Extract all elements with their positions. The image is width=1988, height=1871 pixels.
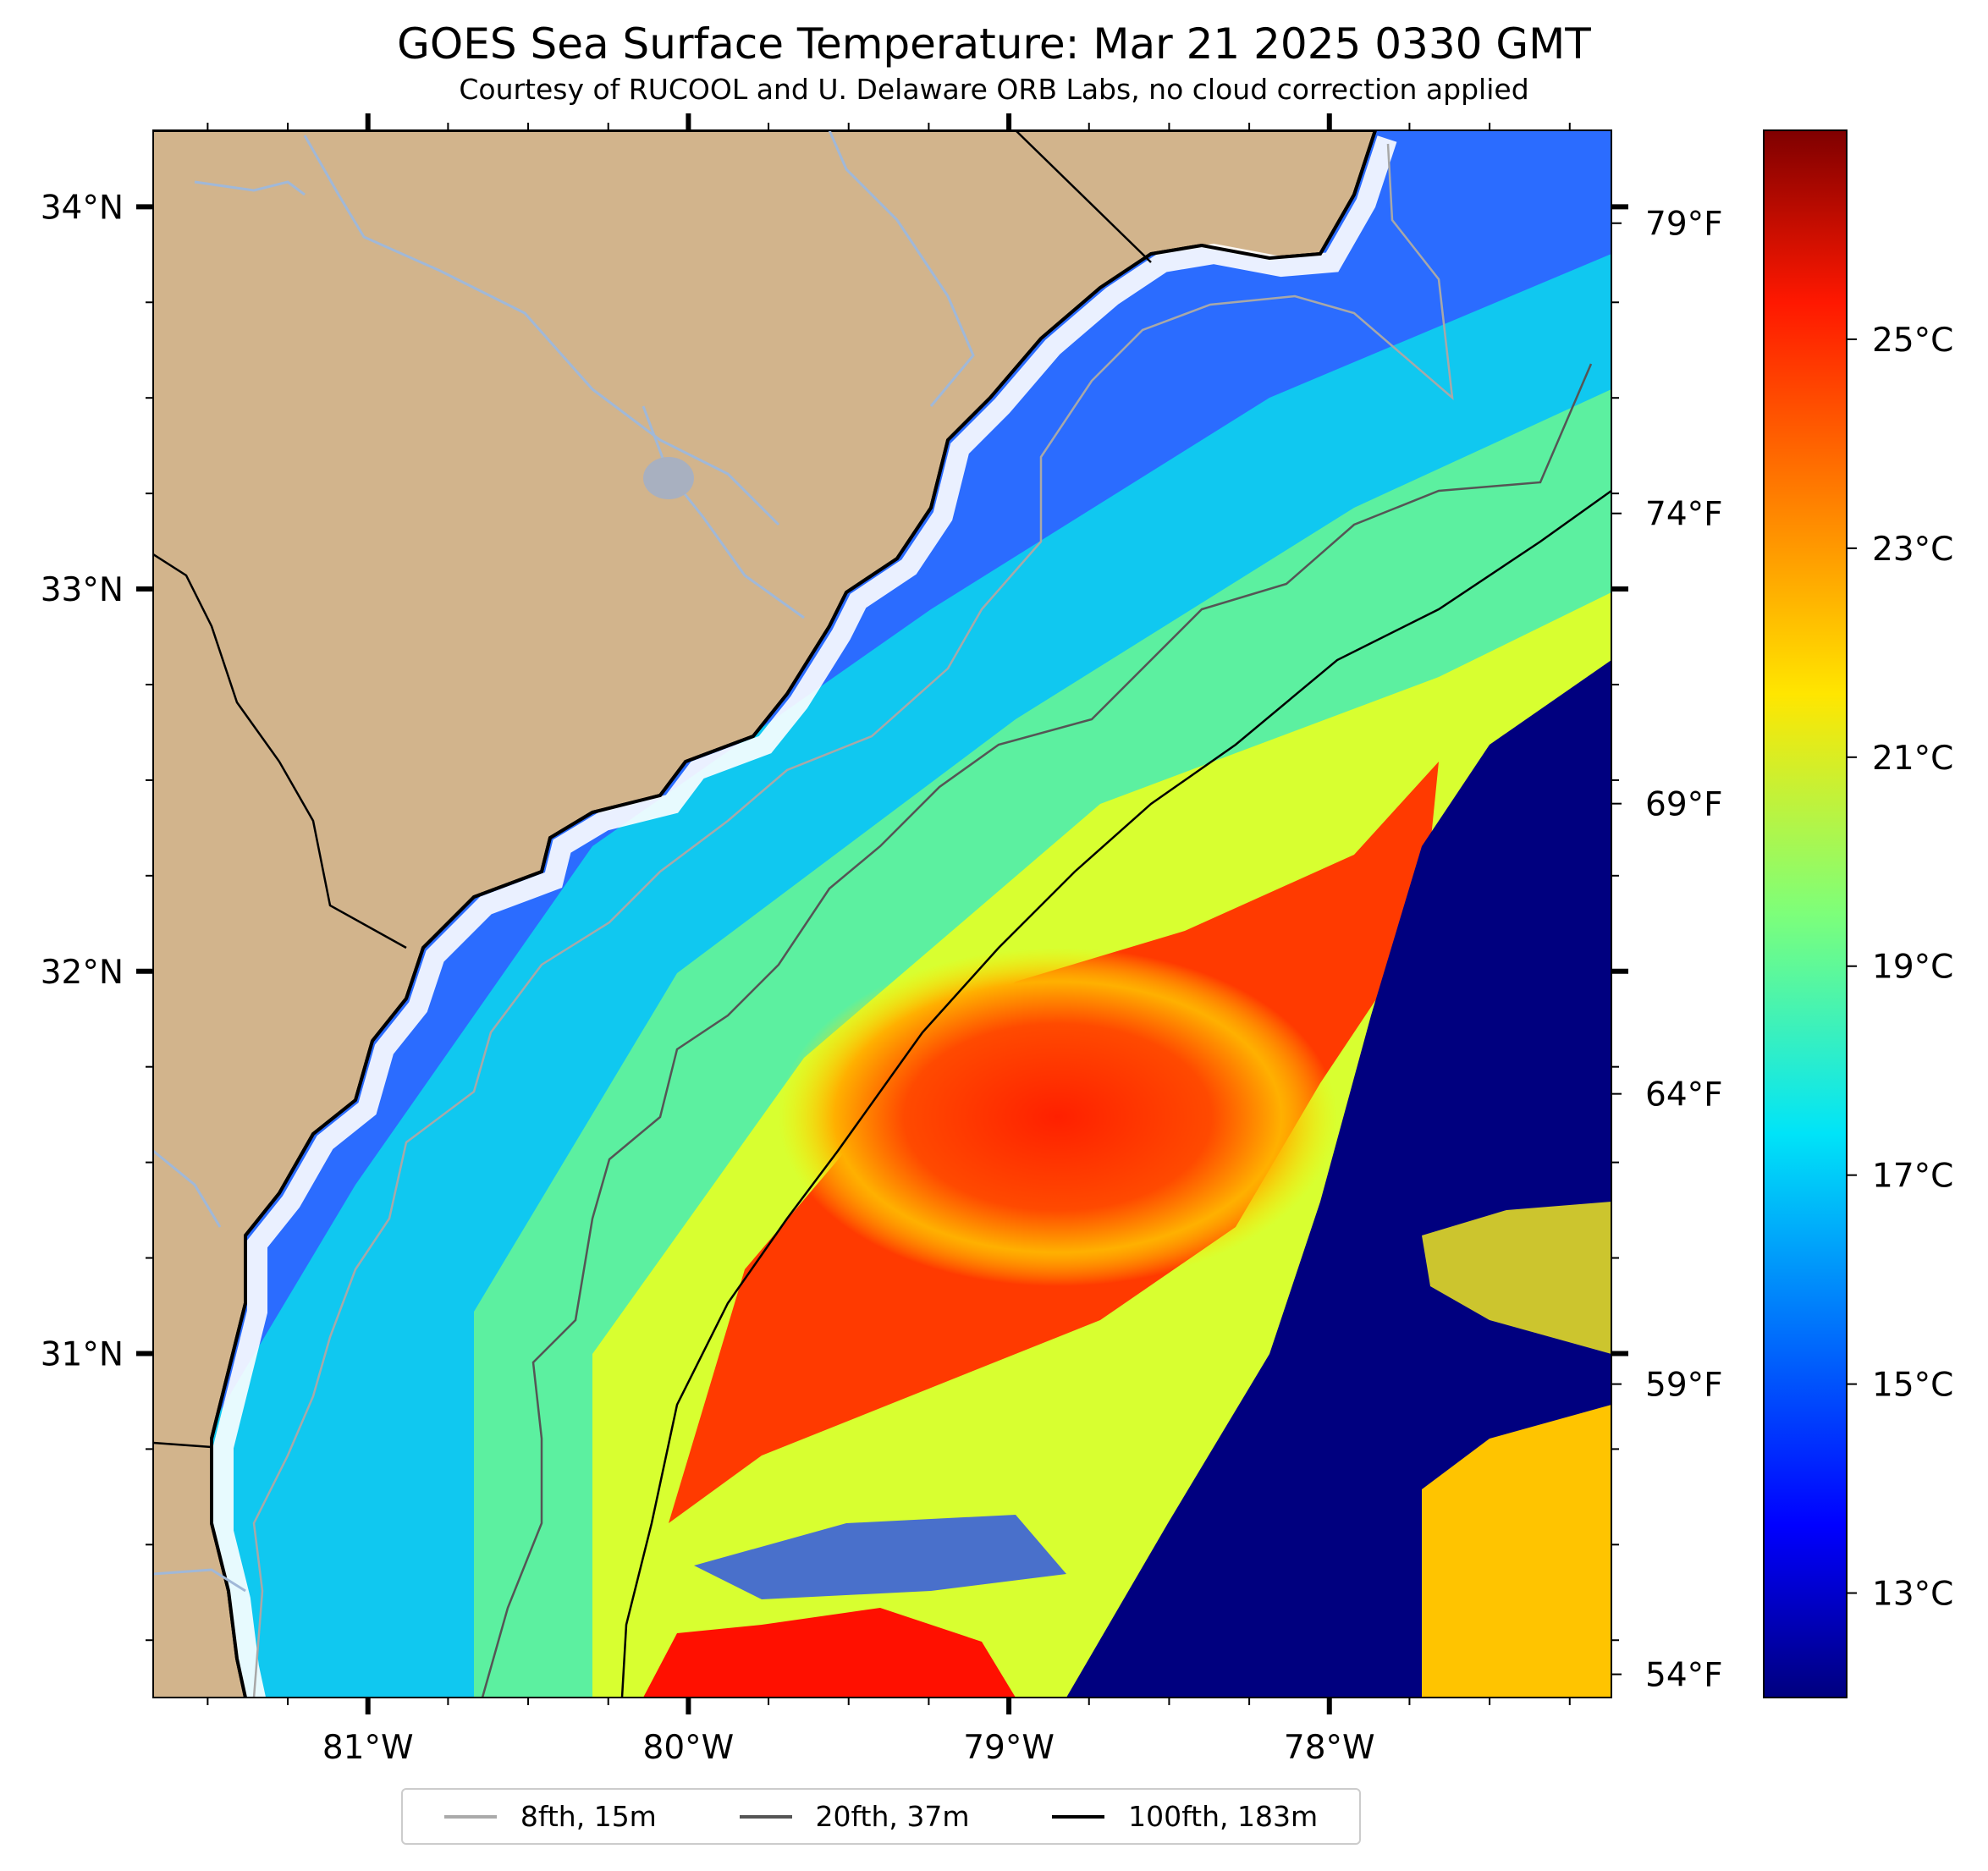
lat-tick-label: 31°N	[41, 1335, 124, 1373]
legend-line-100fth	[1052, 1814, 1105, 1819]
map-frame	[152, 129, 1612, 1698]
coastline-outline	[210, 130, 1377, 1698]
fahrenheit-tick-label: 69°F	[1645, 786, 1723, 824]
celsius-tick-label: 25°C	[1872, 322, 1953, 360]
nearshore-no-data-band	[213, 135, 1397, 1698]
lat-tick-label: 34°N	[41, 189, 124, 227]
state-border-nc-sc	[1015, 130, 1152, 263]
fahrenheit-tick-label: 64°F	[1645, 1076, 1723, 1114]
offshore-warm-patch-south	[1422, 1405, 1611, 1698]
colorbar-ticks: 13°C 15°C 17°C 19°C 21°C 23°C 25°C 54°F 59°F 64°F…	[1611, 206, 1953, 1695]
state-border-sc-ga	[153, 553, 407, 949]
river-1	[194, 180, 306, 196]
fahrenheit-tick-label: 59°F	[1645, 1367, 1723, 1405]
celsius-tick-label: 19°C	[1872, 949, 1953, 987]
offshore-warm-patch-mid	[1422, 1202, 1611, 1354]
legend-item-8fth: 8fth, 15m	[443, 1800, 657, 1833]
celsius-tick-label: 15°C	[1872, 1367, 1953, 1405]
lat-tick-label: 33°N	[41, 571, 124, 609]
land-area	[153, 130, 1375, 1698]
isobath-20fth	[481, 363, 1593, 1698]
lake-marion	[643, 457, 694, 499]
legend-label-100fth: 100fth, 183m	[1128, 1800, 1319, 1833]
isobath-100fth	[620, 489, 1611, 1698]
celsius-tick-label: 13°C	[1872, 1576, 1953, 1614]
fahrenheit-tick-label: 79°F	[1645, 206, 1723, 244]
southern-cool-filament	[694, 1515, 1066, 1599]
isobath-legend: 8fth, 15m 20fth, 37m 100fth, 183m	[401, 1788, 1361, 1845]
river-2	[303, 135, 780, 526]
southern-warm-patch	[643, 1608, 1016, 1698]
fahrenheit-tick-label: 74°F	[1645, 496, 1723, 534]
offshore-cold-region	[1066, 660, 1611, 1698]
sst-map	[153, 130, 1611, 1698]
legend-line-8fth	[443, 1814, 497, 1819]
celsius-tick-label: 21°C	[1872, 740, 1953, 778]
legend-label-8fth: 8fth, 15m	[520, 1800, 657, 1833]
gulf-stream-warm-center	[779, 948, 1337, 1286]
lon-tick-label: 80°W	[643, 1729, 735, 1767]
river-3	[642, 405, 805, 619]
lon-tick-label: 81°W	[322, 1729, 414, 1767]
river-6	[153, 1568, 246, 1593]
legend-line-20fth	[739, 1814, 792, 1819]
colorbar	[1763, 129, 1848, 1698]
celsius-tick-label: 17°C	[1872, 1158, 1953, 1196]
rivers	[153, 130, 975, 1593]
map-title: GOES Sea Surface Temperature: Mar 21 202…	[397, 19, 1591, 69]
axis-labels: 81°W 80°W 79°W 78°W 34°N 33°N 32°N 31°N	[41, 189, 1375, 1767]
legend-label-20fth: 20fth, 37m	[815, 1800, 970, 1833]
river-4	[828, 130, 975, 407]
map-subtitle: Courtesy of RUCOOL and U. Delaware ORB L…	[459, 73, 1529, 106]
axis-ticks	[136, 113, 1628, 1714]
lon-tick-label: 79°W	[963, 1729, 1055, 1767]
lon-tick-label: 78°W	[1284, 1729, 1375, 1767]
celsius-tick-label: 23°C	[1872, 531, 1953, 569]
legend-item-20fth: 20fth, 37m	[739, 1800, 970, 1833]
state-border-ga-fl	[153, 1441, 212, 1449]
fahrenheit-tick-label: 54°F	[1645, 1657, 1723, 1695]
river-5	[153, 1149, 222, 1228]
legend-item-100fth: 100fth, 183m	[1052, 1800, 1318, 1833]
lat-tick-label: 32°N	[41, 954, 124, 992]
isobath-8fth	[252, 143, 1454, 1698]
